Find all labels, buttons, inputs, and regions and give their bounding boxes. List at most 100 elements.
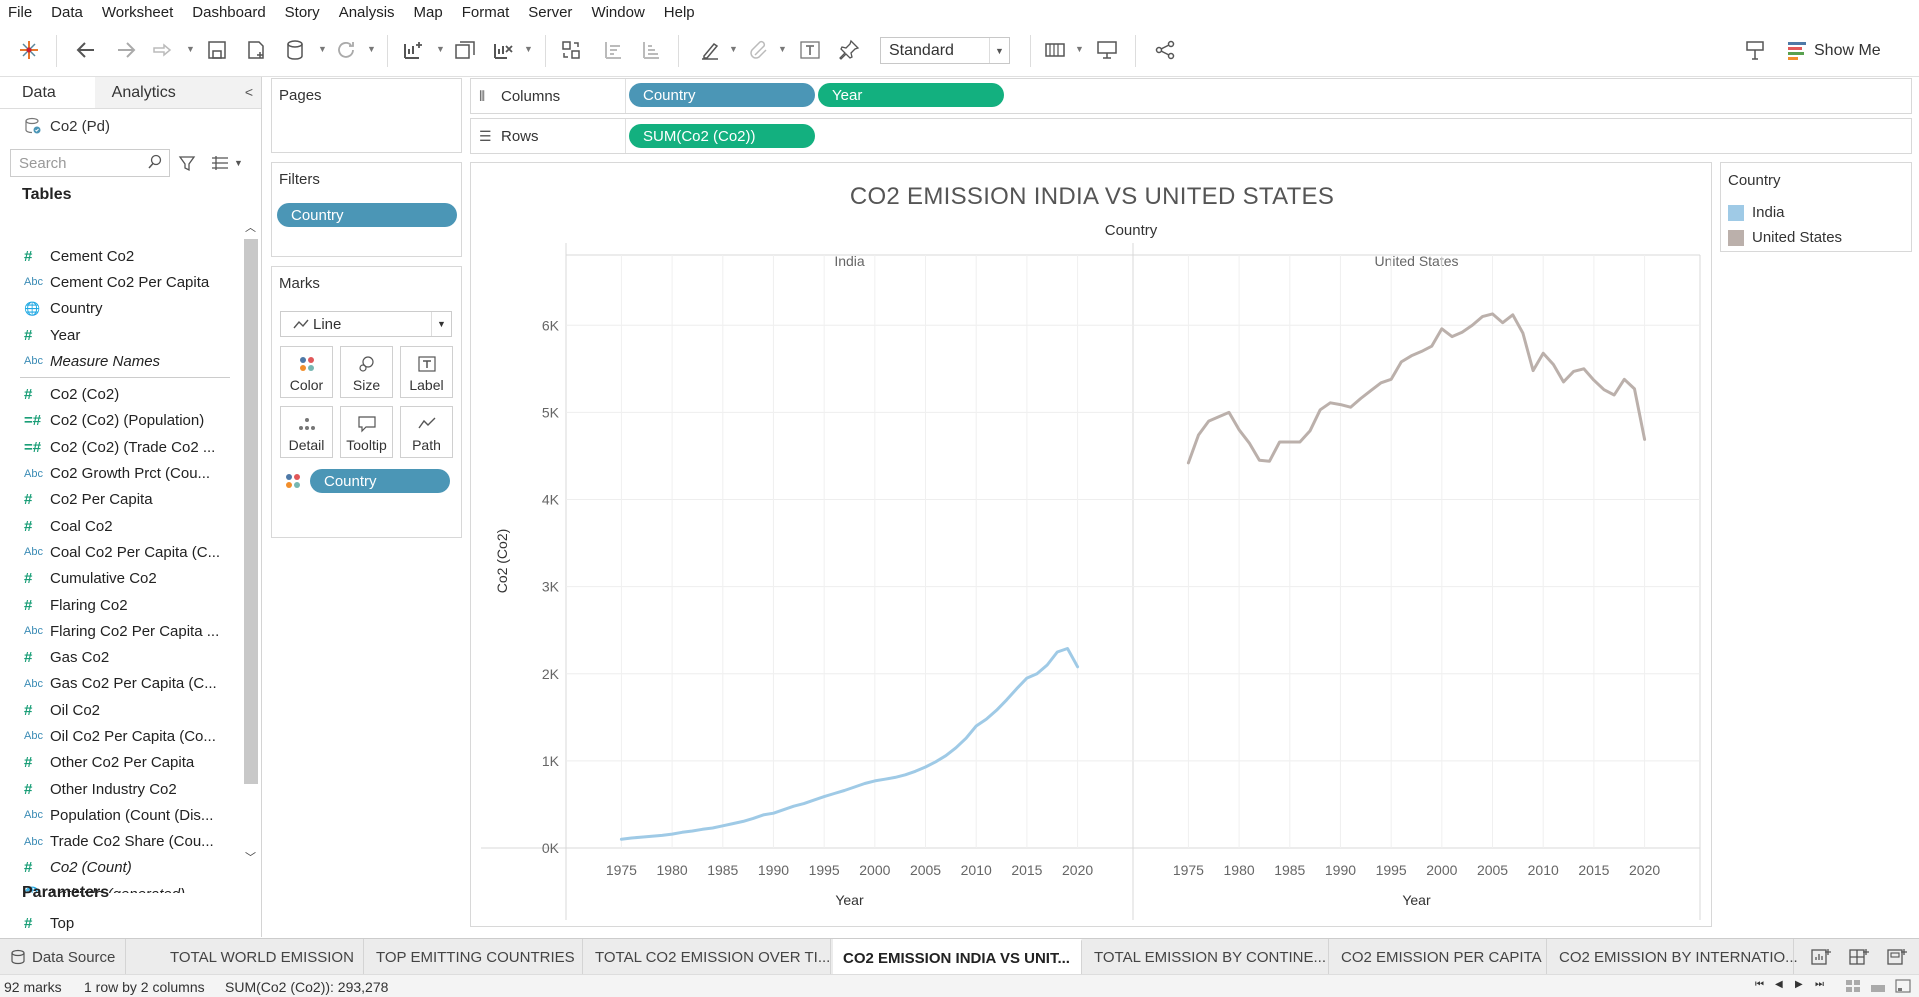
menu-file[interactable]: File	[8, 4, 33, 21]
tableau-logo-icon[interactable]	[16, 37, 42, 63]
duplicate-sheet-icon[interactable]	[452, 37, 478, 63]
sheet-tab[interactable]: TOTAL CO2 EMISSION OVER TI...	[585, 939, 831, 975]
filters-card[interactable]: Filters Country	[271, 162, 462, 257]
refresh-icon[interactable]	[333, 37, 359, 63]
filter-pill-country[interactable]: Country	[277, 203, 457, 227]
field-item[interactable]: Abc Flaring Co2 Per Capita ...	[0, 618, 246, 644]
new-worksheet-tab-icon[interactable]	[1810, 947, 1832, 967]
last-sheet-icon[interactable]: ⏭	[1815, 979, 1824, 990]
swap-icon[interactable]	[558, 37, 584, 63]
field-item[interactable]: =# Co2 (Co2) (Population)	[0, 408, 246, 434]
scroll-down-icon[interactable]: ﹀	[245, 852, 256, 864]
mark-type-caret-icon[interactable]: ▼	[431, 312, 451, 336]
rows-shelf[interactable]: ☰ Rows SUM(Co2 (Co2))	[470, 118, 1912, 154]
sorter-view-icon[interactable]	[1870, 979, 1886, 993]
show-me-button[interactable]: Show Me	[1788, 37, 1881, 64]
field-item[interactable]: 🌐Latitude (generated)	[0, 881, 246, 893]
field-item[interactable]: # Cumulative Co2	[0, 566, 246, 592]
prev-sheet-icon[interactable]: ◀	[1775, 979, 1783, 990]
fit-select-caret-icon[interactable]: ▼	[989, 38, 1009, 63]
field-item[interactable]: Abc Oil Co2 Per Capita (Co...	[0, 723, 246, 749]
sort-ascending-icon[interactable]	[600, 37, 626, 63]
sheet-tab[interactable]: CO2 EMISSION BY INTERNATIO...	[1549, 939, 1798, 975]
refresh-caret-icon[interactable]: ▼	[367, 44, 376, 54]
columns-pill-country[interactable]: Country	[629, 83, 815, 107]
first-sheet-icon[interactable]: ⏮	[1755, 979, 1764, 990]
field-item[interactable]: 🌐 Country	[0, 296, 246, 322]
search-input[interactable]: Search	[10, 149, 170, 177]
undo-icon[interactable]	[73, 37, 99, 63]
parameter-item[interactable]: # Top	[0, 910, 246, 936]
field-item[interactable]: Abc Trade Co2 Share (Cou...	[0, 829, 246, 855]
presenter-icon[interactable]	[1742, 37, 1768, 63]
pin-icon[interactable]	[836, 37, 862, 63]
marks-label-button[interactable]: Label	[400, 346, 453, 398]
field-item[interactable]: # Co2 (Count)	[0, 855, 246, 881]
menu-worksheet[interactable]: Worksheet	[101, 4, 174, 21]
tabs-view-icon[interactable]	[1895, 979, 1911, 993]
sheet-tab[interactable]: CO2 EMISSION PER CAPITA	[1331, 939, 1547, 975]
sheet-tab[interactable]: TOTAL WORLD EMISSION	[160, 939, 364, 975]
field-item[interactable]: Abc Gas Co2 Per Capita (C...	[0, 671, 246, 697]
field-list-scrollbar[interactable]: ︿ ﹀	[242, 219, 260, 869]
tab-data-source[interactable]: Data Source	[0, 939, 127, 975]
filter-fields-icon[interactable]	[178, 154, 196, 172]
datasource-icon[interactable]	[283, 37, 309, 63]
menu-analysis[interactable]: Analysis	[338, 4, 395, 21]
field-item[interactable]: # Oil Co2	[0, 697, 246, 723]
view-list-icon[interactable]	[210, 154, 230, 172]
new-worksheet-caret-icon[interactable]: ▼	[436, 44, 445, 54]
scroll-up-icon[interactable]: ︿	[245, 222, 256, 234]
field-item[interactable]: Abc Co2 Growth Prct (Cou...	[0, 460, 246, 486]
menu-story[interactable]: Story	[284, 4, 320, 21]
show-labels-icon[interactable]	[797, 37, 823, 63]
columns-shelf[interactable]: ⦀ Columns Country Year	[470, 78, 1912, 114]
share-icon[interactable]	[1152, 37, 1178, 63]
cards-caret-icon[interactable]: ▼	[1075, 44, 1084, 54]
new-story-tab-icon[interactable]	[1886, 947, 1908, 967]
menu-map[interactable]: Map	[413, 4, 443, 21]
field-item[interactable]: # Coal Co2	[0, 513, 246, 539]
new-dashboard-tab-icon[interactable]	[1848, 947, 1870, 967]
forward-caret-icon[interactable]: ▼	[186, 44, 195, 54]
sheet-tab[interactable]: CO2 EMISSION INDIA VS UNIT...	[833, 939, 1082, 975]
legend-item-india[interactable]: India	[1728, 204, 1785, 221]
field-item[interactable]: # Year	[0, 322, 246, 348]
new-worksheet-icon[interactable]	[400, 37, 426, 63]
datasource-item[interactable]: Co2 (Pd)	[0, 109, 261, 143]
highlight-caret-icon[interactable]: ▼	[729, 44, 738, 54]
field-item[interactable]: Abc Cement Co2 Per Capita	[0, 269, 246, 295]
clear-caret-icon[interactable]: ▼	[524, 44, 533, 54]
columns-pill-year[interactable]: Year	[818, 83, 1004, 107]
mark-type-select[interactable]: Line ▼	[280, 311, 452, 337]
field-item[interactable]: Abc Coal Co2 Per Capita (C...	[0, 539, 246, 565]
presentation-icon[interactable]	[1094, 37, 1120, 63]
menu-server[interactable]: Server	[528, 4, 573, 21]
scrollbar-thumb[interactable]	[244, 239, 258, 784]
field-item[interactable]: # Other Industry Co2	[0, 776, 246, 802]
tab-analytics[interactable]: Analytics	[94, 77, 261, 108]
next-sheet-icon[interactable]: ▶	[1795, 979, 1803, 990]
field-item[interactable]: Abc Population (Count (Dis...	[0, 802, 246, 828]
group-icon[interactable]	[746, 37, 772, 63]
menu-help[interactable]: Help	[663, 4, 695, 21]
legend-item-united-states[interactable]: United States	[1728, 229, 1842, 246]
fit-select[interactable]: Standard ▼	[880, 37, 1010, 64]
sort-descending-icon[interactable]	[638, 37, 664, 63]
cards-icon[interactable]	[1043, 37, 1069, 63]
menu-window[interactable]: Window	[591, 4, 645, 21]
redo-icon[interactable]	[113, 37, 139, 63]
menu-data[interactable]: Data	[51, 4, 83, 21]
datasource-caret-icon[interactable]: ▼	[318, 44, 327, 54]
marks-size-button[interactable]: Size	[340, 346, 393, 398]
field-item[interactable]: # Co2 (Co2)	[0, 381, 246, 407]
forward-icon[interactable]	[150, 37, 176, 63]
rows-pill-sum-co2[interactable]: SUM(Co2 (Co2))	[629, 124, 815, 148]
save-icon[interactable]	[204, 37, 230, 63]
tab-data[interactable]: Data	[0, 77, 95, 108]
field-item[interactable]: # Cement Co2	[0, 243, 246, 269]
field-item[interactable]: # Co2 Per Capita	[0, 487, 246, 513]
pages-card[interactable]: Pages	[271, 78, 462, 153]
sheet-tab[interactable]: TOP EMITTING COUNTRIES	[366, 939, 583, 975]
marks-pill-country[interactable]: Country	[310, 469, 450, 493]
